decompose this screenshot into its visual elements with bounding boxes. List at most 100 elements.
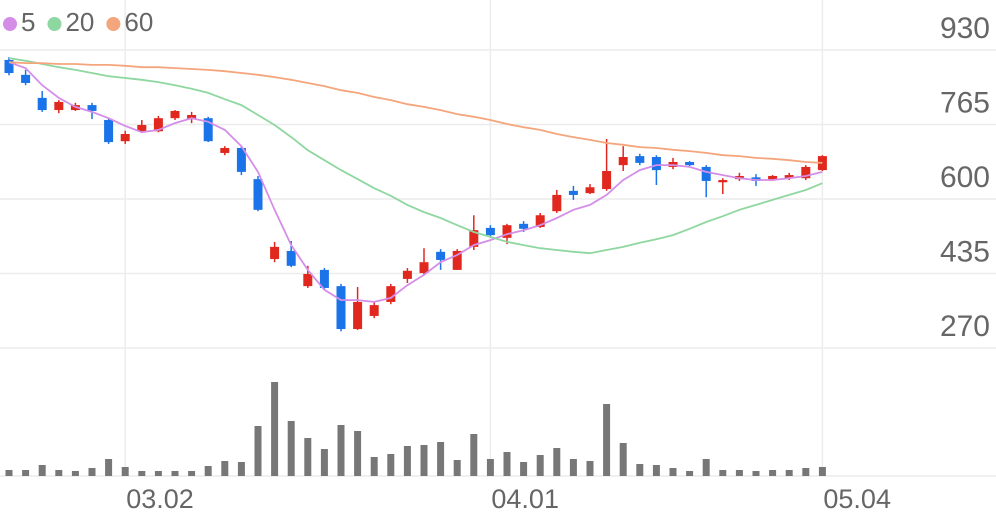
volume-bar	[420, 445, 428, 476]
candle-body	[519, 223, 529, 229]
volume-bar	[403, 446, 411, 476]
volume-bar	[686, 471, 694, 476]
volume-bar	[22, 470, 30, 476]
volume-bar	[586, 461, 594, 476]
candle-body	[137, 124, 147, 132]
volume-bar	[553, 448, 561, 476]
legend-dot	[106, 17, 121, 31]
volume-bar	[138, 471, 146, 476]
candle-body	[120, 133, 130, 142]
volume-bar	[785, 470, 793, 476]
legend-label: 60	[124, 7, 153, 37]
volume-bar	[569, 459, 577, 476]
candle-body	[303, 273, 313, 287]
volume-bar	[486, 459, 494, 476]
candle-body	[270, 246, 280, 260]
volume-bar	[154, 471, 162, 476]
volume-bar	[188, 471, 196, 476]
candle-body	[37, 97, 47, 111]
candle-body	[386, 286, 396, 302]
x-tick-label: 04.01	[491, 484, 559, 514]
volume-bar	[752, 471, 760, 476]
candle-body	[502, 225, 512, 238]
volume-bar	[88, 468, 96, 476]
candle-body	[353, 301, 363, 330]
candle-body	[286, 250, 296, 266]
legend-label: 20	[65, 7, 94, 37]
volume-bar	[71, 471, 79, 476]
y-tick-label: 270	[940, 310, 990, 343]
volume-bar	[470, 434, 478, 476]
candle-body	[469, 230, 479, 247]
volume-bar	[503, 452, 511, 476]
volume-bar	[304, 438, 312, 476]
volume-bar	[636, 464, 644, 476]
volume-bar	[370, 457, 378, 476]
candle-body	[236, 147, 246, 172]
candle-body	[618, 157, 628, 166]
candle-body	[801, 166, 811, 179]
volume-bar	[320, 449, 328, 476]
volume-bar	[221, 461, 229, 476]
candle-body	[452, 250, 462, 270]
volume-bar	[271, 382, 279, 476]
volume-bar	[702, 459, 710, 476]
volume-bar	[287, 421, 295, 476]
volume-bar	[387, 454, 395, 476]
candle-body	[187, 115, 197, 120]
volume-bar	[818, 467, 826, 476]
candle-body	[817, 156, 827, 171]
x-tick-label: 03.02	[126, 484, 194, 514]
volume-bar	[719, 470, 727, 476]
candle-body	[104, 119, 114, 143]
volume-bar	[354, 431, 362, 476]
volume-bar	[254, 426, 262, 476]
volume-bar	[105, 459, 113, 476]
candle-body	[651, 157, 661, 171]
candle-body	[203, 118, 213, 142]
volume-bar	[669, 468, 677, 476]
candle-body	[436, 251, 446, 260]
volume-bar	[237, 462, 245, 476]
candle-body	[535, 215, 545, 227]
y-tick-label: 435	[940, 235, 990, 268]
candle-body	[602, 171, 612, 190]
ma-line	[8, 57, 823, 255]
legend-dot	[47, 17, 62, 31]
candle-body	[253, 179, 263, 210]
legend-label: 5	[21, 7, 35, 37]
volume-bar	[204, 466, 212, 476]
volume-bar	[520, 462, 528, 476]
candle-body	[220, 147, 230, 153]
x-tick-label: 05.04	[823, 484, 891, 514]
volume-bar	[453, 460, 461, 476]
candle-body	[419, 262, 429, 274]
candle-body	[718, 180, 728, 183]
candle-body	[336, 286, 346, 330]
candle-body	[568, 190, 578, 195]
volume-bar	[171, 471, 179, 476]
volume-bar	[55, 470, 63, 476]
volume-bar	[652, 465, 660, 476]
volume-bar	[437, 442, 445, 476]
candle-body	[635, 156, 645, 163]
candle-body	[4, 59, 14, 74]
candle-body	[402, 270, 412, 279]
y-tick-label: 600	[940, 161, 990, 194]
candle-body	[485, 227, 495, 236]
y-tick-label: 765	[940, 86, 990, 119]
candle-body	[768, 175, 778, 181]
candle-body	[153, 118, 163, 132]
candle-body	[369, 305, 379, 316]
volume-bar	[619, 443, 627, 476]
volume-bar	[337, 425, 345, 476]
legend-dot	[3, 17, 17, 31]
candle-body	[54, 101, 64, 111]
y-tick-label: 930	[940, 12, 990, 45]
ma-line	[8, 61, 823, 164]
ma-line	[8, 61, 823, 303]
candle-body	[685, 161, 695, 166]
candle-body	[784, 175, 794, 179]
candle-body	[701, 166, 711, 181]
